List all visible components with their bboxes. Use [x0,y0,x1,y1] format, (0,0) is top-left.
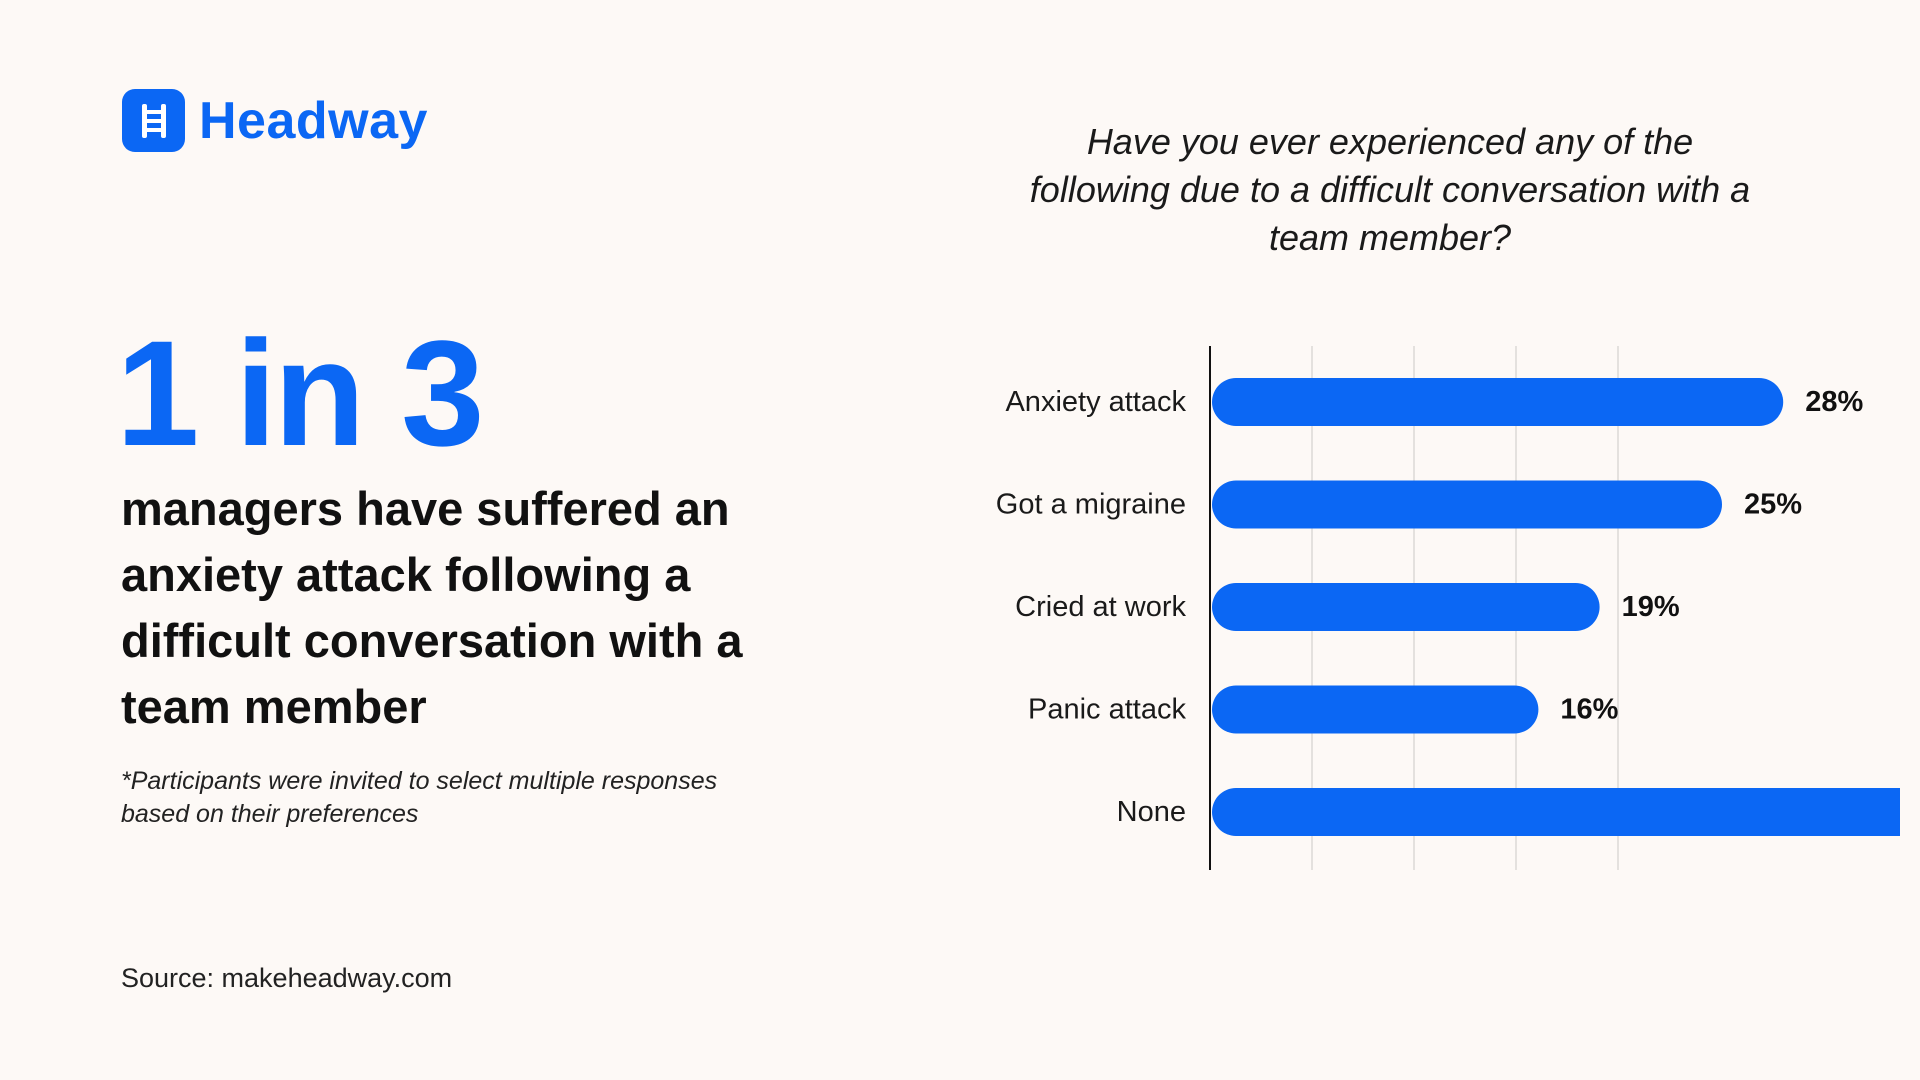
big-stat: 1 in 3 [116,309,484,477]
value-label: 19% [1622,591,1680,623]
value-label: 28% [1805,386,1863,418]
stat-headline: managers have suffered an anxiety attack… [121,482,743,733]
bar-cried-at-work [1212,583,1600,631]
brand-name: Headway [199,91,428,150]
bar-none [1212,788,1900,836]
value-label: 25% [1744,489,1802,521]
chart-title: Have you ever experienced any of the fol… [1029,121,1751,258]
bar-chart: Anxiety attack 28% Got a migraine 25% Cried … [996,346,1900,870]
category-label: Panic attack [1028,694,1186,726]
value-label: 16% [1560,694,1618,726]
bar-anxiety-attack [1212,378,1784,426]
bar-panic-attack [1212,685,1539,734]
source-credit: Source: makeheadway.com [121,963,453,993]
category-label: Anxiety attack [1005,386,1186,418]
bar-got-a-migraine [1212,480,1722,529]
category-label: Got a migraine [996,489,1186,521]
stat-footnote: *Participants were invited to select mul… [121,767,718,828]
category-label: Cried at work [1015,591,1186,623]
brand-logo: Headway [122,89,428,152]
ladder-icon [122,89,185,152]
category-label: None [1117,796,1186,828]
